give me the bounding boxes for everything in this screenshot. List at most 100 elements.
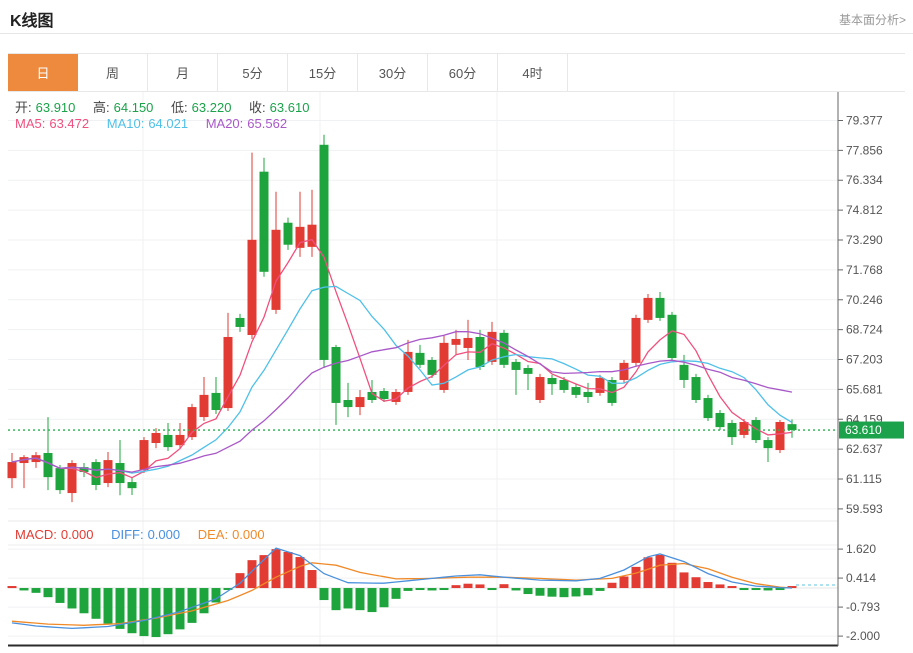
candle-body (151, 432, 161, 443)
tab-日[interactable]: 日 (8, 54, 78, 91)
candle-body (295, 226, 305, 248)
candle-body (91, 462, 101, 486)
candle-body (235, 317, 245, 327)
macd-bar (463, 583, 473, 589)
candle-body (403, 351, 413, 392)
macd-bar (487, 588, 497, 591)
candle-body (607, 379, 617, 403)
candle-body (559, 379, 569, 390)
macd-bar (43, 588, 53, 598)
macd-bar (223, 588, 233, 591)
ma10-label: MA10: (106, 116, 145, 131)
macd-bar (451, 585, 461, 589)
macd-label: MACD: (15, 527, 57, 542)
candle-body (655, 297, 665, 318)
macd-bar (211, 588, 221, 603)
macd-bar (55, 588, 65, 603)
last-price-badge (839, 421, 904, 439)
macd-readout: MACD: 0.000 DIFF: 0.000 DEA: 0.000 (15, 527, 269, 542)
candle-body (523, 368, 533, 374)
last-price-badge-text: 63.610 (845, 423, 882, 437)
macd-bar (295, 557, 305, 589)
macd-bar (703, 582, 713, 589)
candle-body (631, 317, 641, 363)
macd-bar (259, 555, 269, 589)
macd-bar (271, 549, 281, 589)
macd-bar (655, 554, 665, 589)
candle-body (583, 391, 593, 398)
tab-30分[interactable]: 30分 (358, 54, 428, 91)
macd-bar (643, 557, 653, 589)
macd-bar (475, 584, 485, 589)
price-tick-label: 76.334 (846, 173, 883, 187)
tab-4时[interactable]: 4时 (498, 54, 568, 91)
diff-label: DIFF: (111, 527, 144, 542)
macd-bar (607, 582, 617, 589)
candle-body (619, 362, 629, 380)
price-tick-label: 61.115 (846, 472, 882, 486)
candle-body (199, 394, 209, 418)
candle-body (691, 377, 701, 401)
macd-bar (763, 588, 773, 591)
candle-body (391, 391, 401, 402)
candle-body (367, 391, 377, 401)
macd-bar (163, 588, 173, 635)
candle-body (163, 434, 173, 448)
macd-bar (751, 588, 761, 591)
tab-60分[interactable]: 60分 (428, 54, 498, 91)
macd-bar (619, 576, 629, 589)
ma10-value: 64.021 (148, 116, 189, 131)
candle-body (55, 468, 65, 491)
candle-body (139, 440, 149, 471)
price-tick-label: 71.768 (846, 263, 883, 277)
macd-bar (199, 588, 209, 614)
macd-bar (19, 588, 29, 591)
candle-body (127, 482, 137, 489)
candle-body (751, 420, 761, 441)
candle-body (667, 314, 677, 358)
fundamental-analysis-link[interactable]: 基本面分析> (838, 13, 906, 27)
tab-5分[interactable]: 5分 (218, 54, 288, 91)
macd-bar (559, 588, 569, 598)
macd-tick-label: -0.793 (846, 600, 880, 614)
macd-bar (595, 588, 605, 591)
macd-bar (787, 586, 797, 589)
candle-body (547, 378, 557, 385)
macd-tick-label: 1.620 (846, 542, 876, 556)
candle-body (535, 377, 545, 401)
macd-bar (583, 588, 593, 596)
candle-body (343, 400, 353, 408)
candle-body (439, 342, 449, 390)
price-tick-label: 70.246 (846, 293, 883, 307)
tab-月[interactable]: 月 (148, 54, 218, 91)
ma20-line (11, 331, 793, 473)
ma5-label: MA5: (15, 116, 46, 131)
dea-value: 0.000 (232, 527, 265, 542)
candle-body (271, 229, 281, 310)
ma20-value: 65.562 (247, 116, 288, 131)
diff-value: 0.000 (147, 527, 181, 542)
tab-15分[interactable]: 15分 (288, 54, 358, 91)
price-tick-label: 67.203 (846, 353, 883, 367)
low-value: 63.220 (191, 100, 232, 115)
macd-bar (427, 588, 437, 591)
macd-bar (355, 588, 365, 611)
close-value: 63.610 (269, 100, 310, 115)
candle-body (739, 421, 749, 435)
candle-body (7, 462, 17, 479)
macd-bar (91, 588, 101, 619)
price-tick-label: 65.681 (846, 382, 883, 396)
price-tick-label: 59.593 (846, 502, 883, 516)
macd-bar (631, 566, 641, 589)
candle-body (283, 222, 293, 245)
candle-body (415, 352, 425, 365)
candle-body (259, 171, 269, 272)
tab-周[interactable]: 周 (78, 54, 148, 91)
macd-bar (67, 588, 77, 609)
price-tick-label: 74.812 (846, 203, 883, 217)
candle-body (355, 397, 365, 408)
macd-bar (79, 588, 89, 614)
macd-bar (391, 588, 401, 599)
candle-body (247, 239, 257, 336)
